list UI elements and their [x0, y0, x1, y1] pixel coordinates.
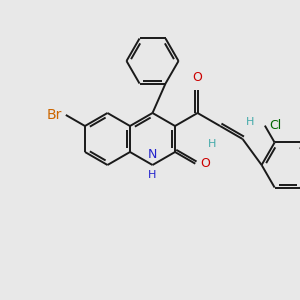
Text: O: O: [200, 157, 210, 170]
Text: H: H: [148, 170, 157, 180]
Text: N: N: [148, 148, 157, 161]
Text: O: O: [193, 70, 202, 84]
Text: H: H: [246, 117, 255, 127]
Text: Cl: Cl: [269, 119, 281, 132]
Text: H: H: [208, 139, 217, 149]
Text: Br: Br: [46, 108, 62, 122]
